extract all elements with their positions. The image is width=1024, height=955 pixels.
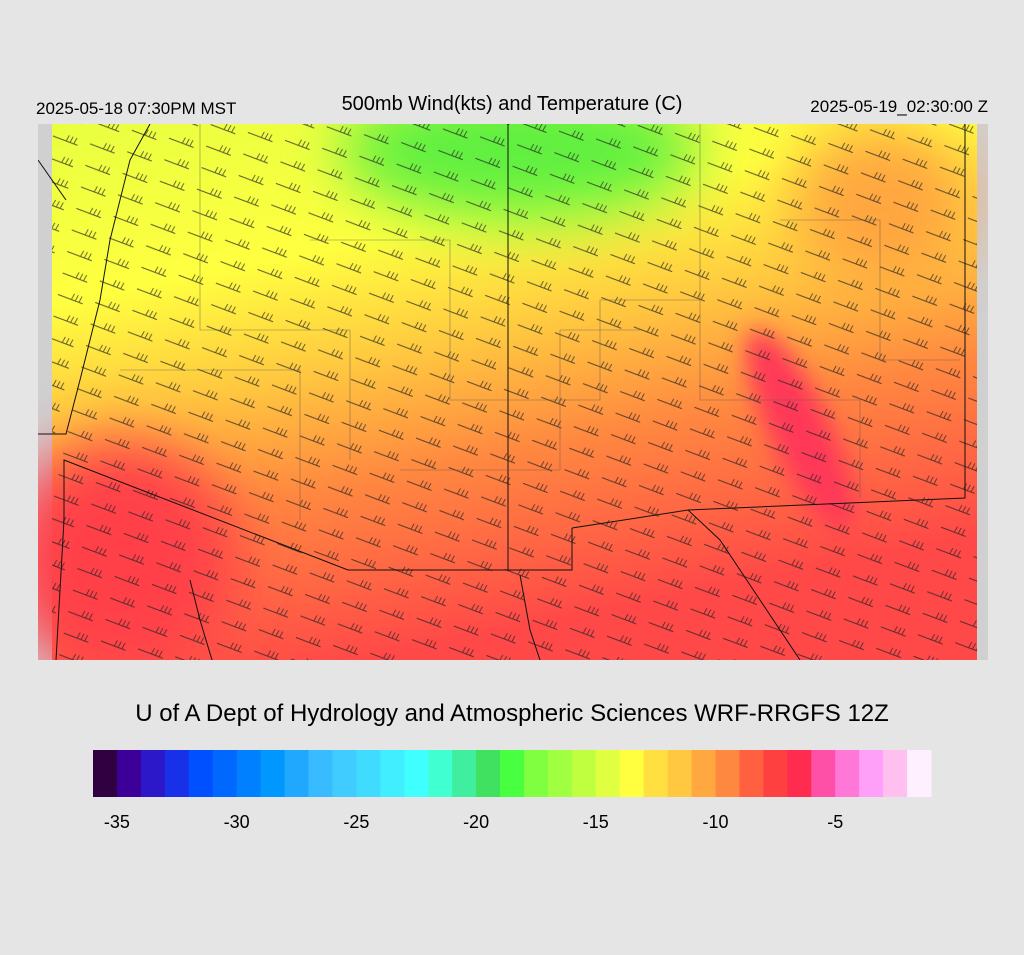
colorbar-bin [883, 750, 908, 797]
colorbar: -35 -30 -25 -20 -15 -10 -5 [93, 750, 932, 832]
colorbar-bin [260, 750, 286, 797]
colorbar-bin [763, 750, 788, 797]
colorbar-bin [380, 750, 405, 797]
colorbar-bin [859, 750, 884, 797]
county-lines [120, 124, 960, 520]
colorbar-bin [691, 750, 717, 797]
boundaries [38, 124, 966, 660]
colorbar-bin [188, 750, 214, 797]
local-time: 2025-05-18 07:30PM MST [36, 99, 236, 118]
colorbar-bin [739, 750, 764, 797]
colorbar-bin [332, 750, 357, 797]
colorbar-bin [308, 750, 333, 797]
colorbar-bin [212, 750, 238, 797]
map [38, 124, 988, 660]
colorbar-bin [787, 750, 812, 797]
colorbar-bin [116, 750, 142, 797]
colorbar-bin [571, 750, 597, 797]
colorbar-bin [667, 750, 693, 797]
colorbar-bin [811, 750, 836, 797]
colorbar-bin [835, 750, 860, 797]
colorbar-bin [164, 750, 190, 797]
colorbar-bin [452, 750, 477, 797]
colorbar-bin [500, 750, 525, 797]
colorbar-bin [356, 750, 381, 797]
colorbar-bin [428, 750, 453, 797]
colorbar-bin [476, 750, 501, 797]
colorbar-bin [236, 750, 262, 797]
colorbar-bin [140, 750, 166, 797]
colorbar-tick-label: -30 [224, 812, 250, 832]
colorbar-tick-label: -25 [343, 812, 369, 832]
colorbar-bin [284, 750, 309, 797]
credit: U of A Dept of Hydrology and Atmospheric… [135, 700, 889, 727]
colorbar-bin [93, 750, 118, 797]
colorbar-tick-label: -35 [104, 812, 130, 832]
valid-time: 2025-05-19_02:30:00 Z [810, 97, 988, 116]
colorbar-bin [523, 750, 549, 797]
colorbar-tick-label: -5 [827, 812, 843, 832]
colorbar-tick-label: -15 [583, 812, 609, 832]
colorbar-bin [547, 750, 573, 797]
wind-barbs [52, 124, 977, 660]
colorbar-bin [595, 750, 621, 797]
colorbar-bin [715, 750, 740, 797]
colorbar-tick-label: -10 [703, 812, 729, 832]
colorbar-bin [907, 750, 932, 797]
colorbar-tick-label: -20 [463, 812, 489, 832]
colorbar-bin [619, 750, 645, 797]
colorbar-bin [643, 750, 669, 797]
colorbar-bin [404, 750, 429, 797]
map-title: 500mb Wind(kts) and Temperature (C) [342, 93, 683, 115]
